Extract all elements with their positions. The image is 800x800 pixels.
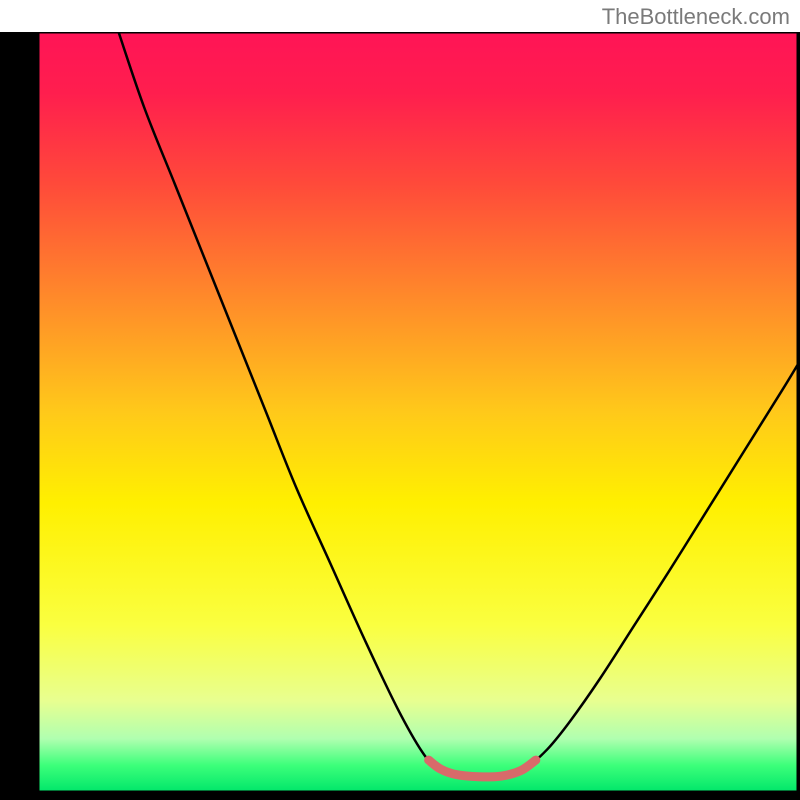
watermark-text: TheBottleneck.com [602,4,790,30]
margin-bottom [0,792,800,800]
margin-left [0,0,38,800]
plot-background [38,32,798,792]
chart-root: TheBottleneck.com [0,0,800,800]
chart-svg [0,0,800,800]
